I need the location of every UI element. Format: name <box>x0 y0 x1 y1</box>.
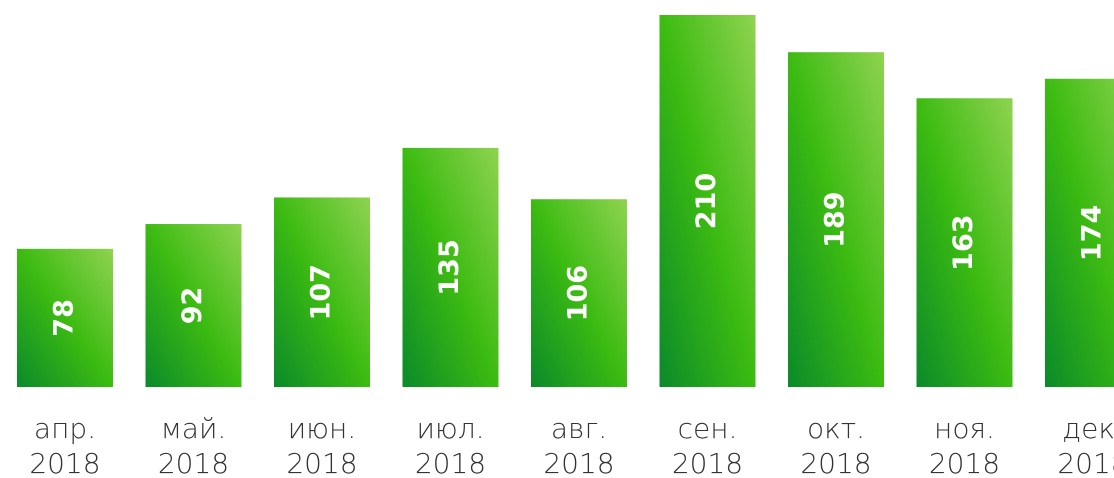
bar <box>531 199 627 387</box>
x-tick-label: 2018 <box>929 447 1000 478</box>
bar <box>916 98 1013 387</box>
x-tick-label: сен. <box>678 412 738 445</box>
x-tick-label: 2018 <box>672 447 743 478</box>
x-tick-label: окт. <box>807 412 865 445</box>
x-tick-label: авг. <box>551 412 607 445</box>
x-tick-label: 2018 <box>800 447 871 478</box>
x-tick-label: 2018 <box>415 447 486 478</box>
bar <box>659 15 756 387</box>
value-label: 174 <box>1077 205 1108 261</box>
bar <box>17 248 113 387</box>
x-tick-label: 2018 <box>29 447 100 478</box>
x-tick-label: дек. <box>1062 412 1114 445</box>
value-label: 106 <box>563 265 594 321</box>
value-label: 92 <box>177 287 208 325</box>
x-tick-label: 2018 <box>1057 447 1114 478</box>
value-label: 189 <box>820 191 851 247</box>
value-label: 107 <box>306 264 337 320</box>
bar <box>788 52 884 387</box>
x-tick-label: июл. <box>417 412 485 445</box>
value-label: 163 <box>948 214 979 270</box>
value-label: 135 <box>434 239 465 295</box>
x-tick-label: апр. <box>34 412 96 445</box>
bar <box>1045 78 1114 388</box>
value-label: 78 <box>49 299 80 337</box>
bar <box>274 197 370 387</box>
x-tick-label: 2018 <box>543 447 614 478</box>
x-tick-label: 2018 <box>286 447 357 478</box>
bar <box>402 147 499 387</box>
value-label: 210 <box>691 173 722 229</box>
x-tick-label: 2018 <box>158 447 229 478</box>
bar <box>145 224 242 387</box>
x-tick-label: июн. <box>288 412 356 445</box>
x-tick-label: май. <box>161 412 227 445</box>
x-tick-label: ноя. <box>934 412 995 445</box>
